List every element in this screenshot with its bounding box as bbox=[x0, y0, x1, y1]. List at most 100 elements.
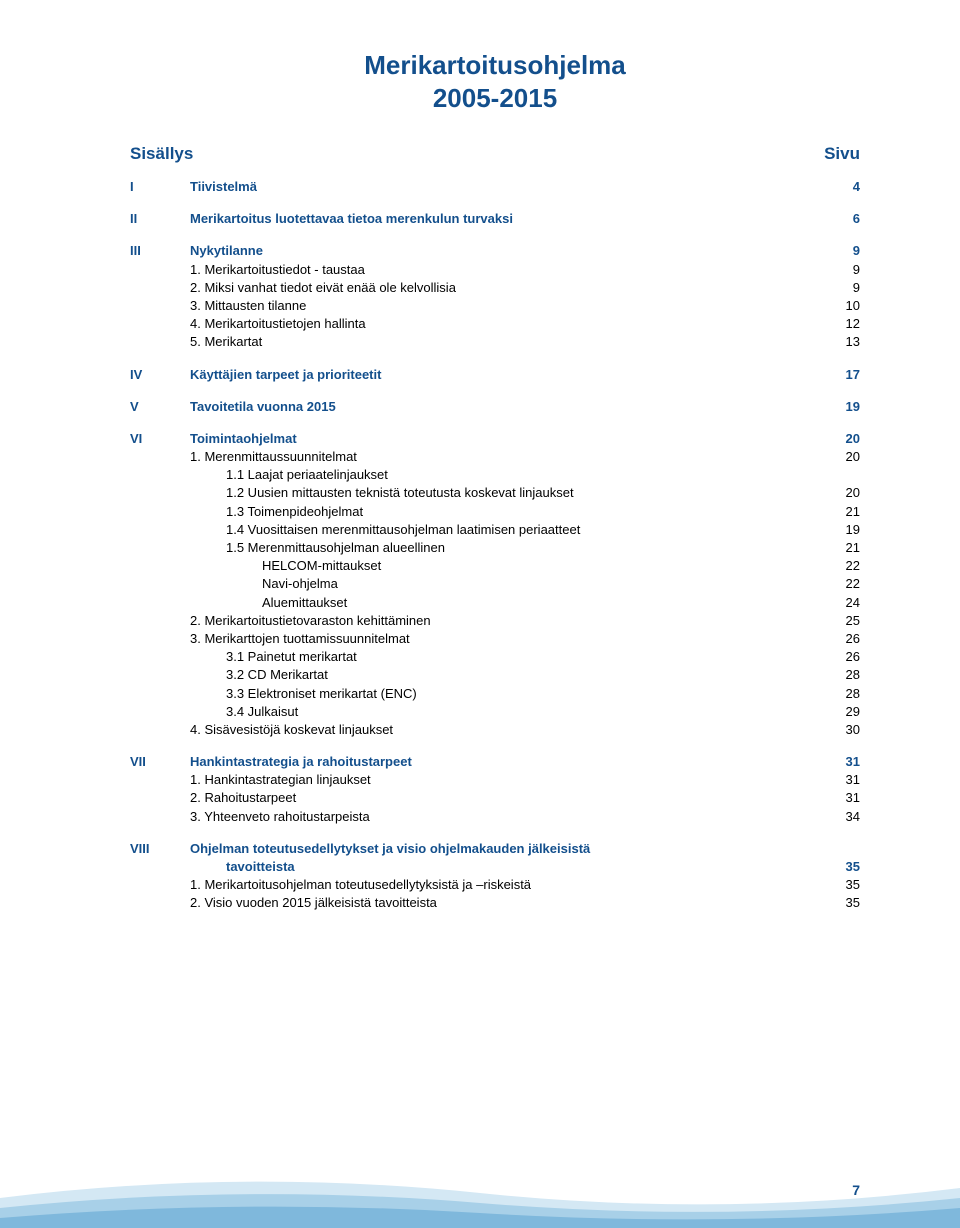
table-of-contents: ITiivistelmä4 IIMerikartoitus luotettavaa… bbox=[130, 178, 860, 913]
toc-label: 1.2 Uusien mittausten teknistä toteutust… bbox=[190, 484, 820, 502]
toc-page: 35 bbox=[820, 858, 860, 876]
toc-page: 22 bbox=[820, 575, 860, 593]
toc-label: Käyttäjien tarpeet ja prioriteetit bbox=[190, 366, 820, 384]
toc-label: 4. Merikartoitustietojen hallinta bbox=[190, 315, 820, 333]
toc-row: 1.5 Merenmittausohjelman alueellinen21 bbox=[130, 539, 860, 557]
toc-roman bbox=[130, 333, 190, 351]
toc-roman bbox=[130, 876, 190, 894]
toc-roman bbox=[130, 539, 190, 557]
toc-roman bbox=[130, 557, 190, 575]
toc-roman bbox=[130, 721, 190, 739]
toc-row: 4. Merikartoitustietojen hallinta12 bbox=[130, 315, 860, 333]
toc-page: 21 bbox=[820, 503, 860, 521]
toc-row: VIIHankintastrategia ja rahoitustarpeet3… bbox=[130, 753, 860, 771]
toc-label: Navi-ohjelma bbox=[190, 575, 820, 593]
toc-row: Navi-ohjelma22 bbox=[130, 575, 860, 593]
toc-roman: I bbox=[130, 178, 190, 196]
toc-row: 1.1 Laajat periaatelinjaukset bbox=[130, 466, 860, 484]
toc-row: 2. Miksi vanhat tiedot eivät enää ole ke… bbox=[130, 279, 860, 297]
toc-roman: V bbox=[130, 398, 190, 416]
toc-page: 26 bbox=[820, 630, 860, 648]
toc-label: Ohjelman toteutusedellytykset ja visio o… bbox=[190, 840, 820, 858]
toc-roman bbox=[130, 503, 190, 521]
toc-page: 9 bbox=[820, 261, 860, 279]
toc-section: VIIIOhjelman toteutusedellytykset ja vis… bbox=[130, 840, 860, 913]
toc-label: 3.2 CD Merikartat bbox=[190, 666, 820, 684]
toc-page: 30 bbox=[820, 721, 860, 739]
toc-label: 2. Merikartoitustietovaraston kehittämin… bbox=[190, 612, 820, 630]
toc-row: 3.2 CD Merikartat28 bbox=[130, 666, 860, 684]
toc-roman: VII bbox=[130, 753, 190, 771]
toc-page: 28 bbox=[820, 685, 860, 703]
toc-row: Aluemittaukset24 bbox=[130, 594, 860, 612]
toc-label: Merikartoitus luotettavaa tietoa merenku… bbox=[190, 210, 820, 228]
toc-page: 24 bbox=[820, 594, 860, 612]
toc-row: 2. Merikartoitustietovaraston kehittämin… bbox=[130, 612, 860, 630]
toc-page: 9 bbox=[820, 279, 860, 297]
toc-roman bbox=[130, 484, 190, 502]
toc-page: 29 bbox=[820, 703, 860, 721]
toc-label: 3. Merikarttojen tuottamissuunnitelmat bbox=[190, 630, 820, 648]
toc-roman bbox=[130, 858, 190, 876]
toc-roman bbox=[130, 279, 190, 297]
toc-section: IIINykytilanne91. Merikartoitustiedot - … bbox=[130, 242, 860, 351]
toc-row: 5. Merikartat13 bbox=[130, 333, 860, 351]
toc-roman bbox=[130, 771, 190, 789]
doc-title: Merikartoitusohjelma bbox=[130, 50, 860, 81]
toc-row: IVKäyttäjien tarpeet ja prioriteetit17 bbox=[130, 366, 860, 384]
toc-row: 1.4 Vuosittaisen merenmittausohjelman la… bbox=[130, 521, 860, 539]
toc-roman bbox=[130, 612, 190, 630]
toc-page: 31 bbox=[820, 771, 860, 789]
toc-row: 1.2 Uusien mittausten teknistä toteutust… bbox=[130, 484, 860, 502]
toc-page: 34 bbox=[820, 808, 860, 826]
toc-label: Hankintastrategia ja rahoitustarpeet bbox=[190, 753, 820, 771]
toc-row: 3.4 Julkaisut29 bbox=[130, 703, 860, 721]
toc-page: 19 bbox=[820, 398, 860, 416]
toc-label: 1. Hankintastrategian linjaukset bbox=[190, 771, 820, 789]
toc-roman bbox=[130, 448, 190, 466]
page-number: 7 bbox=[852, 1182, 860, 1198]
toc-roman bbox=[130, 789, 190, 807]
toc-page: 13 bbox=[820, 333, 860, 351]
toc-roman bbox=[130, 261, 190, 279]
toc-label: Nykytilanne bbox=[190, 242, 820, 260]
toc-label: Tavoitetila vuonna 2015 bbox=[190, 398, 820, 416]
toc-label: 3. Mittausten tilanne bbox=[190, 297, 820, 315]
toc-label: 5. Merikartat bbox=[190, 333, 820, 351]
toc-row: IIINykytilanne9 bbox=[130, 242, 860, 260]
toc-page: 6 bbox=[820, 210, 860, 228]
toc-section: VTavoitetila vuonna 201519 bbox=[130, 398, 860, 416]
footer-wave bbox=[0, 1158, 960, 1228]
toc-roman: II bbox=[130, 210, 190, 228]
toc-label: 1.4 Vuosittaisen merenmittausohjelman la… bbox=[190, 521, 820, 539]
toc-page: 21 bbox=[820, 539, 860, 557]
toc-roman bbox=[130, 297, 190, 315]
toc-page: 31 bbox=[820, 789, 860, 807]
toc-page: 28 bbox=[820, 666, 860, 684]
toc-label: 3.1 Painetut merikartat bbox=[190, 648, 820, 666]
toc-row: 3.1 Painetut merikartat26 bbox=[130, 648, 860, 666]
toc-label: 3.3 Elektroniset merikartat (ENC) bbox=[190, 685, 820, 703]
toc-section: VIIHankintastrategia ja rahoitustarpeet3… bbox=[130, 753, 860, 826]
toc-roman bbox=[130, 466, 190, 484]
toc-page: 22 bbox=[820, 557, 860, 575]
toc-roman bbox=[130, 521, 190, 539]
toc-roman bbox=[130, 315, 190, 333]
toc-roman bbox=[130, 594, 190, 612]
toc-page: 35 bbox=[820, 894, 860, 912]
toc-page: 26 bbox=[820, 648, 860, 666]
toc-heading: Sisällys Sivu bbox=[130, 144, 860, 164]
toc-row: VIIIOhjelman toteutusedellytykset ja vis… bbox=[130, 840, 860, 858]
toc-row: 1.3 Toimenpideohjelmat21 bbox=[130, 503, 860, 521]
toc-roman: III bbox=[130, 242, 190, 260]
toc-page: 12 bbox=[820, 315, 860, 333]
toc-section: VIToimintaohjelmat201. Merenmittaussuunn… bbox=[130, 430, 860, 739]
toc-roman bbox=[130, 630, 190, 648]
toc-label: 1. Merenmittaussuunnitelmat bbox=[190, 448, 820, 466]
toc-label: Tiivistelmä bbox=[190, 178, 820, 196]
toc-page: 4 bbox=[820, 178, 860, 196]
toc-label: Aluemittaukset bbox=[190, 594, 820, 612]
toc-row: tavoitteista35 bbox=[130, 858, 860, 876]
toc-label: 1.1 Laajat periaatelinjaukset bbox=[190, 466, 820, 484]
toc-page: 20 bbox=[820, 484, 860, 502]
